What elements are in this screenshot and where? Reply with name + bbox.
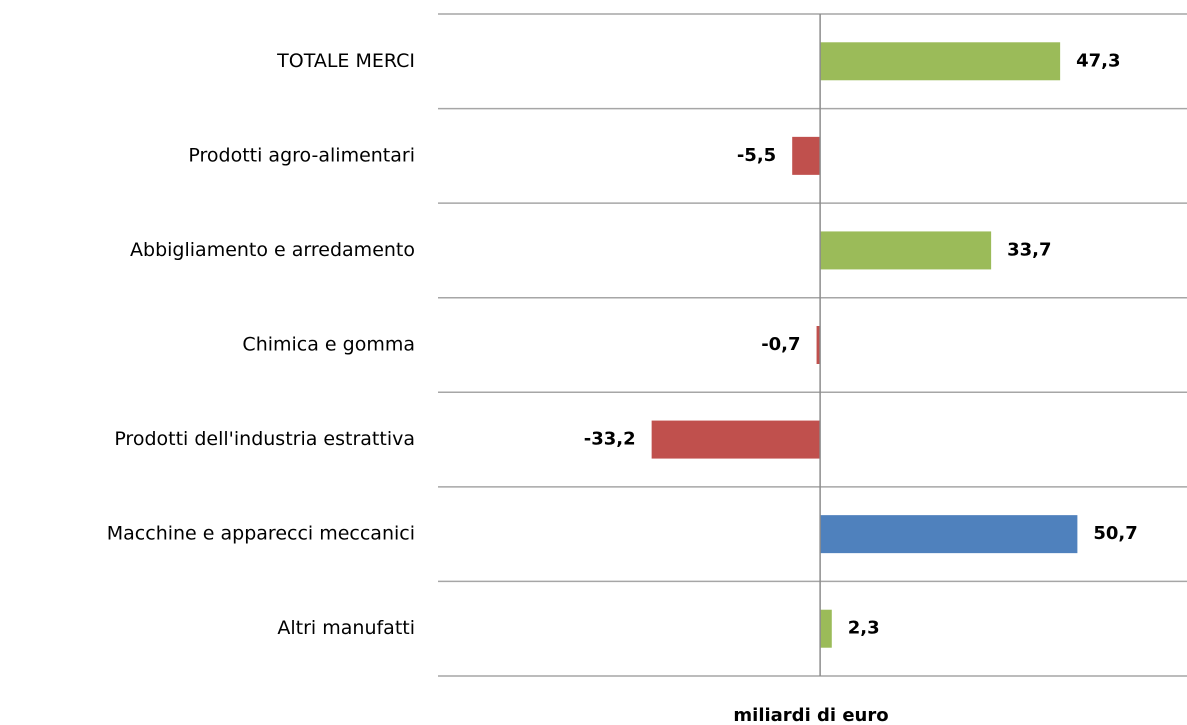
data-label: 50,7	[1093, 523, 1137, 544]
y-tick-label: Macchine e apparecci meccanici	[107, 523, 415, 545]
bar	[816, 326, 821, 364]
data-label: -0,7	[761, 334, 800, 355]
data-label: 33,7	[1007, 239, 1051, 260]
bar	[820, 231, 992, 270]
y-tick-label: Chimica e gomma	[242, 334, 415, 356]
y-tick-label: TOTALE MERCI	[276, 50, 415, 72]
bar	[820, 515, 1078, 554]
data-label: -33,2	[584, 429, 636, 450]
bar	[792, 136, 821, 175]
y-tick-label: Prodotti agro-alimentari	[188, 144, 415, 166]
x-axis-title: miliardi di euro	[733, 705, 888, 725]
y-tick-label: Altri manufatti	[277, 617, 415, 639]
y-tick-label: Abbigliamento e arredamento	[130, 239, 415, 261]
data-label: -5,5	[737, 145, 776, 166]
bar	[651, 420, 821, 459]
data-label: 47,3	[1076, 50, 1120, 71]
data-label: 2,3	[848, 618, 880, 639]
bar	[820, 42, 1061, 81]
y-tick-label: Prodotti dell'industria estrattiva	[114, 428, 415, 450]
bar	[820, 609, 832, 648]
